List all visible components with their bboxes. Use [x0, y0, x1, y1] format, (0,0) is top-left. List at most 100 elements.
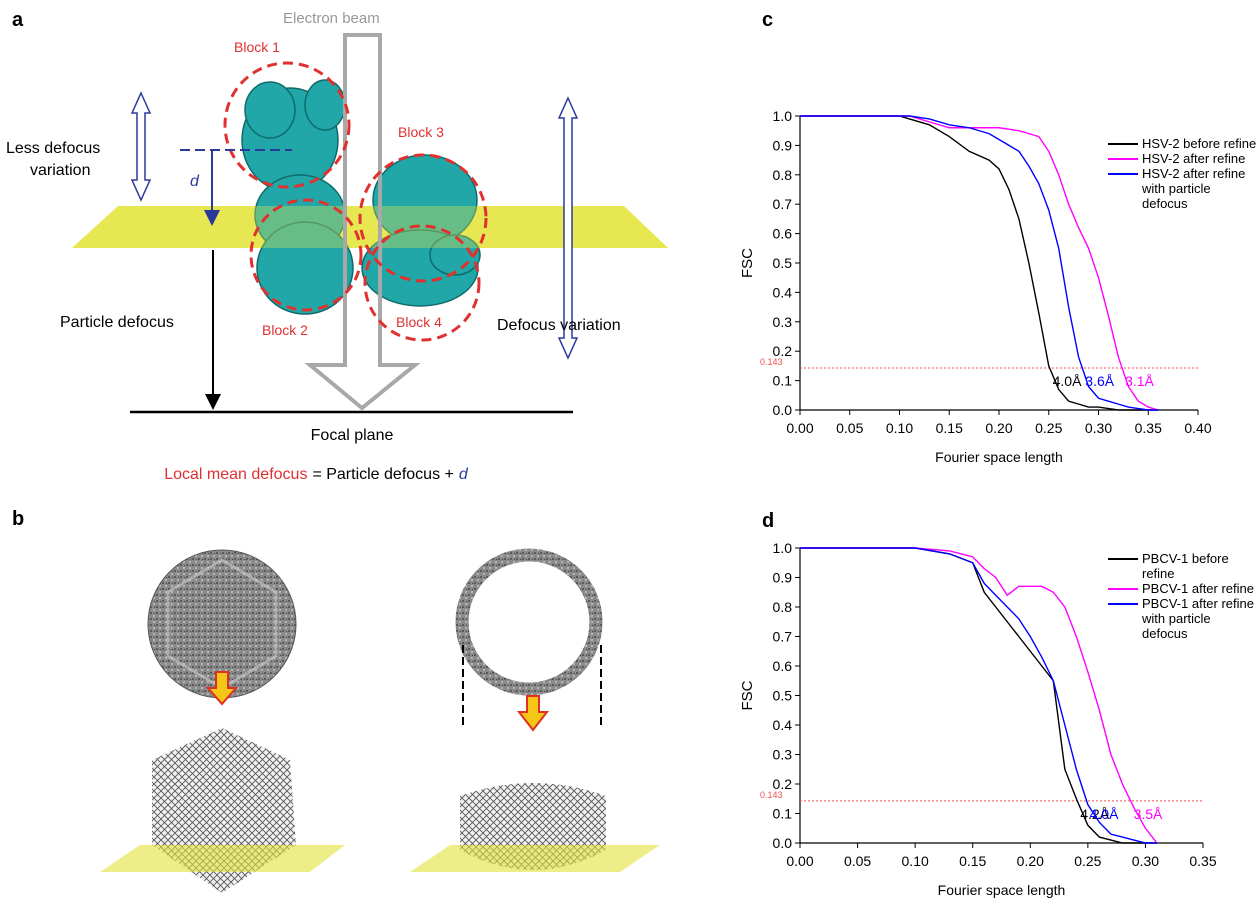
- legend-label: PBCV-1 after refine: [1142, 581, 1254, 596]
- y-tick-label: 0.2: [773, 343, 793, 359]
- y-tick-label: 0.4: [773, 717, 793, 733]
- diagram-b: [100, 548, 660, 893]
- formula-term: = Particle defocus +: [312, 466, 453, 483]
- y-tick-label: 0.6: [773, 226, 793, 242]
- x-tick-label: 0.25: [1035, 420, 1062, 436]
- x-tick-label: 0.00: [786, 420, 813, 436]
- y-tick-label: 0.6: [773, 658, 793, 674]
- specimen-plane: [100, 845, 345, 872]
- y-tick-label: 1.0: [773, 540, 793, 556]
- x-tick-label: 0.35: [1189, 853, 1216, 869]
- x-tick-label: 0.00: [786, 853, 813, 869]
- legend-entry: HSV-2 after refine with particle defocus: [1108, 166, 1258, 211]
- defocus-arrows: [130, 91, 579, 360]
- y-tick-label: 0.0: [773, 835, 793, 851]
- resolution-label: 3.5Å: [1134, 806, 1163, 822]
- x-tick-label: 0.10: [902, 853, 929, 869]
- x-tick-label: 0.15: [936, 420, 963, 436]
- fsc-curve: [800, 115, 1159, 411]
- formula-term: Local mean defocus: [164, 466, 307, 483]
- y-tick-label: 0.0: [773, 402, 793, 418]
- block-label: Block 4: [396, 314, 442, 330]
- y-tick-label: 0.5: [773, 688, 793, 704]
- panel-label: d: [762, 510, 774, 532]
- x-axis-label: Fourier space length: [935, 449, 1063, 465]
- x-tick-label: 0.20: [985, 420, 1012, 436]
- formula: Local mean defocus = Particle defocus + d: [164, 466, 469, 483]
- y-axis-label: FSC: [739, 248, 756, 278]
- legend-label: HSV-2 after refine with particle defocus: [1142, 166, 1246, 211]
- x-tick-label: 0.10: [886, 420, 913, 436]
- y-tick-label: 0.2: [773, 776, 793, 792]
- panel-label: c: [762, 9, 773, 31]
- fsc-curve: [800, 547, 1157, 844]
- formula-term: d: [459, 466, 469, 483]
- y-tick-label: 0.1: [773, 373, 793, 389]
- legend-label: HSV-2 before refine: [1142, 136, 1257, 151]
- specimen-plane: [72, 206, 668, 248]
- y-axis-label: FSC: [739, 680, 756, 710]
- resolution-label: 4.2Å: [1080, 806, 1109, 822]
- block-label: Block 3: [398, 124, 444, 140]
- x-tick-label: 0.05: [836, 420, 863, 436]
- d-label: d: [190, 173, 200, 190]
- threshold-label: 0.143: [760, 357, 783, 367]
- legend-swatch: [1108, 158, 1138, 160]
- panel-label: b: [12, 508, 24, 530]
- resolution-label: 4.0Å: [1053, 373, 1082, 389]
- legend-swatch: [1108, 603, 1138, 605]
- fsc-curve: [800, 115, 1159, 411]
- resolution-label: 4.0Å: [1090, 806, 1119, 822]
- focal-plane-label: Focal plane: [311, 427, 394, 444]
- beam-label: Electron beam: [283, 10, 380, 27]
- block-label: Block 2: [262, 322, 308, 338]
- x-tick-label: 0.05: [844, 853, 871, 869]
- fsc-curve: [800, 547, 1157, 844]
- beam-arrow: [304, 33, 421, 411]
- legend-entry: PBCV-1 before refine: [1108, 551, 1258, 581]
- y-tick-label: 1.0: [773, 108, 793, 124]
- legend-label: HSV-2 after refine: [1142, 151, 1246, 166]
- panel-label: a: [12, 9, 24, 31]
- specimen-plane: [410, 845, 660, 872]
- protein-density: [241, 79, 481, 315]
- x-tick-label: 0.40: [1184, 420, 1211, 436]
- threshold-label: 0.143: [760, 790, 783, 800]
- legend-swatch: [1108, 173, 1138, 175]
- particle-defocus-label: Particle defocus: [60, 314, 174, 331]
- legend-entry: PBCV-1 after refine: [1108, 581, 1258, 596]
- legend-swatch: [1108, 558, 1138, 560]
- y-tick-label: 0.4: [773, 284, 793, 300]
- legend-swatch: [1108, 143, 1138, 145]
- legend-label: PBCV-1 after refine with particle defocu…: [1142, 596, 1254, 641]
- y-tick-label: 0.5: [773, 255, 793, 271]
- y-tick-label: 0.3: [773, 314, 793, 330]
- y-tick-label: 0.1: [773, 806, 793, 822]
- resolution-label: 3.1Å: [1125, 373, 1154, 389]
- legend-entry: PBCV-1 after refine with particle defocu…: [1108, 596, 1258, 641]
- x-tick-label: 0.25: [1074, 853, 1101, 869]
- particle-image: [455, 548, 603, 696]
- resolution-label: 3.6Å: [1085, 373, 1114, 389]
- less-defocus-label: variation: [30, 162, 90, 179]
- x-tick-label: 0.30: [1085, 420, 1112, 436]
- legend: HSV-2 before refine HSV-2 after refine HSV…: [1108, 136, 1258, 211]
- y-tick-label: 0.8: [773, 167, 793, 183]
- legend-swatch: [1108, 588, 1138, 590]
- legend-label: PBCV-1 before refine: [1142, 551, 1229, 581]
- y-tick-label: 0.3: [773, 747, 793, 763]
- legend: PBCV-1 before refine PBCV-1 after refine P…: [1108, 551, 1258, 641]
- x-tick-label: 0.20: [1017, 853, 1044, 869]
- y-tick-label: 0.7: [773, 196, 793, 212]
- fsc-curve: [800, 115, 1159, 411]
- legend-entry: HSV-2 after refine: [1108, 151, 1258, 166]
- y-tick-label: 0.9: [773, 137, 793, 153]
- x-tick-label: 0.15: [959, 853, 986, 869]
- x-tick-label: 0.35: [1135, 420, 1162, 436]
- y-tick-label: 0.9: [773, 570, 793, 586]
- y-tick-label: 0.7: [773, 629, 793, 645]
- x-tick-label: 0.30: [1132, 853, 1159, 869]
- block-circles: [223, 61, 488, 342]
